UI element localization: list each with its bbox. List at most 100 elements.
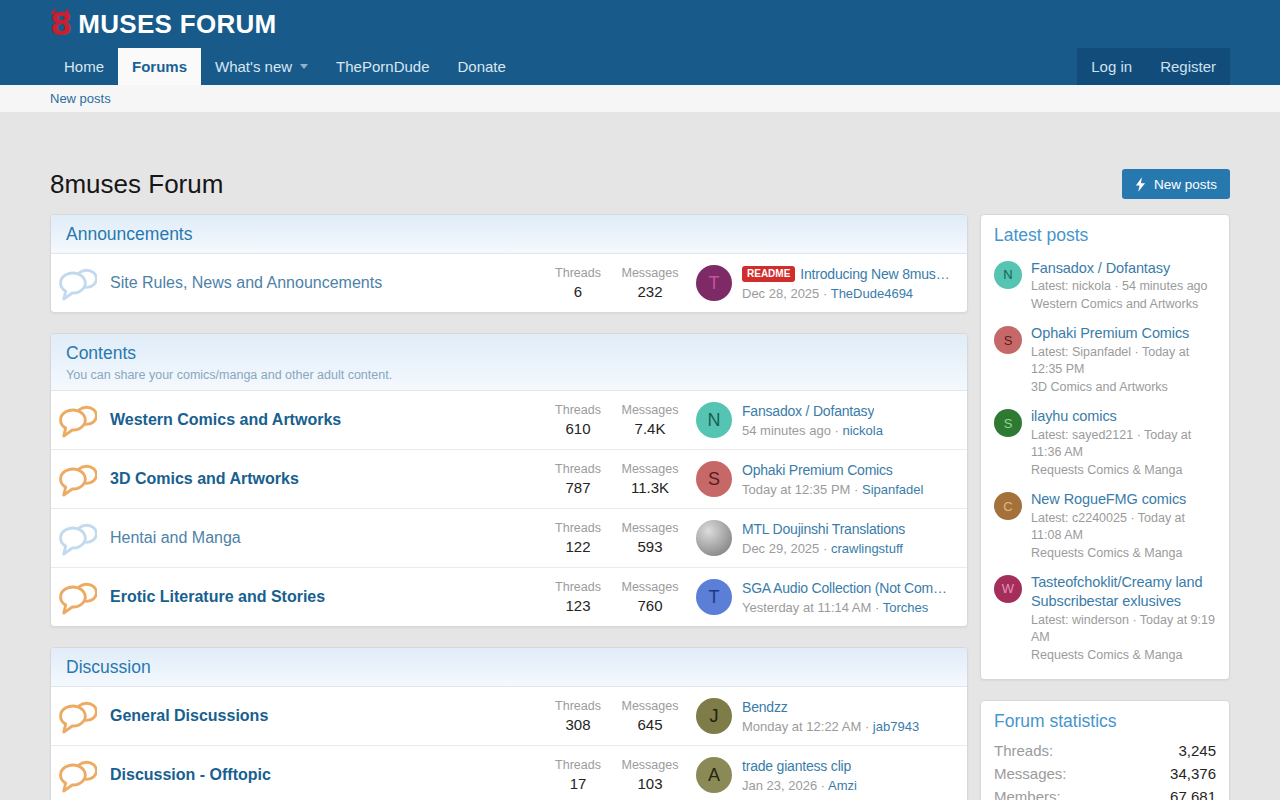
messages-value: 232 bbox=[614, 283, 686, 300]
latest-date: Today at 12:35 PM bbox=[742, 482, 850, 497]
latest-post: READMEIntroducing New 8muses ... Dec 28,… bbox=[742, 266, 952, 301]
threads-stat: Threads 6 bbox=[542, 266, 614, 300]
thread-link[interactable]: New RogueFMG comics bbox=[1031, 490, 1216, 509]
forum-bubbles-icon bbox=[59, 699, 97, 734]
stat-row: Members: 67,681 bbox=[994, 785, 1216, 800]
thread-link[interactable]: Ophaki Premium Comics bbox=[1031, 324, 1216, 343]
avatar[interactable]: J bbox=[696, 698, 732, 734]
category-title: Contents bbox=[66, 343, 952, 364]
messages-value: 7.4K bbox=[614, 420, 686, 437]
avatar[interactable]: S bbox=[696, 461, 732, 497]
nav-theporndude[interactable]: ThePornDude bbox=[322, 48, 443, 85]
forum-link[interactable]: General Discussions bbox=[110, 707, 542, 725]
forum-row[interactable]: Western Comics and Artworks Threads 610 … bbox=[51, 391, 967, 449]
avatar[interactable]: S bbox=[994, 326, 1022, 354]
forum-row[interactable]: General Discussions Threads 308 Messages… bbox=[51, 687, 967, 745]
forum-row[interactable]: Discussion - Offtopic Threads 17 Message… bbox=[51, 745, 967, 800]
avatar[interactable]: C bbox=[994, 492, 1022, 520]
messages-label: Messages bbox=[614, 699, 686, 713]
latest-post-item[interactable]: S ilayhu comics Latest: sayed2121 · Toda… bbox=[994, 402, 1216, 485]
latest-post-item[interactable]: C New RogueFMG comics Latest: c2240025 ·… bbox=[994, 485, 1216, 568]
forum-link[interactable]: Discussion - Offtopic bbox=[110, 766, 542, 784]
latest-user-link[interactable]: Amzi bbox=[828, 778, 857, 793]
latest-user-link[interactable]: crawlingstuff bbox=[831, 541, 903, 556]
forum-link[interactable]: 3D Comics and Artworks bbox=[110, 470, 542, 488]
avatar[interactable]: T bbox=[696, 265, 732, 301]
site-logo[interactable]: 8 MUSES FORUM bbox=[50, 9, 277, 40]
forum-link[interactable]: Site Rules, News and Announcements bbox=[110, 274, 542, 292]
latest-meta: Latest: nickola · 54 minutes ago bbox=[1031, 278, 1208, 295]
threads-stat: Threads 610 bbox=[542, 403, 614, 437]
threads-value: 6 bbox=[542, 283, 614, 300]
category-header[interactable]: Contents You can share your comics/manga… bbox=[51, 334, 967, 391]
avatar[interactable]: N bbox=[994, 261, 1022, 289]
forum-row[interactable]: Erotic Literature and Stories Threads 12… bbox=[51, 567, 967, 626]
nav-forums[interactable]: Forums bbox=[118, 48, 201, 85]
forum-link[interactable]: Erotic Literature and Stories bbox=[110, 588, 542, 606]
thread-link[interactable]: Tasteofchoklit/Creamy land Subscribestar… bbox=[1031, 573, 1216, 611]
avatar[interactable] bbox=[696, 520, 732, 556]
new-posts-button[interactable]: New posts bbox=[1122, 169, 1230, 199]
threads-stat: Threads 787 bbox=[542, 462, 614, 496]
latest-user-link[interactable]: nickola bbox=[843, 423, 883, 438]
latest-thread-link[interactable]: trade giantess clip bbox=[742, 758, 851, 774]
login-button[interactable]: Log in bbox=[1077, 48, 1146, 85]
forum-row[interactable]: 3D Comics and Artworks Threads 787 Messa… bbox=[51, 449, 967, 508]
thread-link[interactable]: ilayhu comics bbox=[1031, 407, 1216, 426]
stat-row: Messages: 34,376 bbox=[994, 762, 1216, 785]
lightning-icon bbox=[1135, 177, 1146, 192]
threads-stat: Threads 123 bbox=[542, 580, 614, 614]
nav-whats-new[interactable]: What's new bbox=[201, 48, 322, 85]
latest-thread-link[interactable]: Ophaki Premium Comics bbox=[742, 462, 893, 478]
latest-user-link[interactable]: TheDude4694 bbox=[831, 286, 913, 301]
auth-nav: Log in Register bbox=[1077, 48, 1230, 85]
latest-user-link[interactable]: jab7943 bbox=[873, 719, 919, 734]
stat-value: 67,681 bbox=[1170, 788, 1216, 800]
category-header[interactable]: Discussion bbox=[51, 648, 967, 687]
thread-link[interactable]: Fansadox / Dofantasy bbox=[1031, 259, 1208, 278]
forum-name: Requests Comics & Manga bbox=[1031, 545, 1216, 562]
forum-row[interactable]: Hentai and Manga Threads 122 Messages 59… bbox=[51, 508, 967, 567]
latest-thread-link[interactable]: Bendzz bbox=[742, 699, 788, 715]
nav-home[interactable]: Home bbox=[50, 48, 118, 85]
threads-stat: Threads 122 bbox=[542, 521, 614, 555]
latest-date: Monday at 12:22 AM bbox=[742, 719, 861, 734]
messages-label: Messages bbox=[614, 580, 686, 594]
latest-user-link[interactable]: Sipanfadel bbox=[862, 482, 923, 497]
latest-thread-link[interactable]: MTL Doujinshi Translations bbox=[742, 521, 905, 537]
threads-stat: Threads 308 bbox=[542, 699, 614, 733]
forum-row[interactable]: Site Rules, News and Announcements Threa… bbox=[51, 254, 967, 312]
latest-thread-link[interactable]: Fansadox / Dofantasy bbox=[742, 403, 874, 419]
avatar[interactable]: N bbox=[696, 402, 732, 438]
avatar[interactable]: T bbox=[696, 579, 732, 615]
latest-thread-link[interactable]: Introducing New 8muses ... bbox=[800, 266, 952, 282]
forum-link[interactable]: Hentai and Manga bbox=[110, 529, 542, 547]
register-button[interactable]: Register bbox=[1146, 48, 1230, 85]
latest-thread-link[interactable]: SGA Audio Collection (Not Complet... bbox=[742, 580, 952, 596]
separator: · bbox=[854, 482, 858, 497]
threads-label: Threads bbox=[542, 521, 614, 535]
latest-post-item[interactable]: S Ophaki Premium Comics Latest: Sipanfad… bbox=[994, 319, 1216, 402]
avatar[interactable]: A bbox=[696, 757, 732, 793]
category-header[interactable]: Announcements bbox=[51, 215, 967, 254]
stat-value: 34,376 bbox=[1170, 765, 1216, 782]
readme-badge: README bbox=[742, 266, 795, 282]
subnav-new-posts[interactable]: New posts bbox=[50, 91, 111, 106]
separator: · bbox=[875, 600, 879, 615]
messages-label: Messages bbox=[614, 521, 686, 535]
separator: · bbox=[823, 541, 827, 556]
nav-donate[interactable]: Donate bbox=[444, 48, 520, 85]
messages-stat: Messages 760 bbox=[614, 580, 686, 614]
sub-nav: New posts bbox=[0, 85, 1280, 113]
forum-bubbles-icon bbox=[59, 403, 97, 438]
forum-name: Western Comics and Artworks bbox=[1031, 296, 1208, 313]
category-contents: Contents You can share your comics/manga… bbox=[50, 333, 968, 627]
forum-link[interactable]: Western Comics and Artworks bbox=[110, 411, 542, 429]
latest-post-item[interactable]: N Fansadox / Dofantasy Latest: nickola ·… bbox=[994, 253, 1216, 319]
threads-label: Threads bbox=[542, 699, 614, 713]
latest-post-item[interactable]: W Tasteofchoklit/Creamy land Subscribest… bbox=[994, 567, 1216, 669]
avatar[interactable]: W bbox=[994, 575, 1022, 603]
avatar[interactable]: S bbox=[994, 409, 1022, 437]
widget-title: Latest posts bbox=[994, 225, 1216, 246]
latest-user-link[interactable]: Torches bbox=[883, 600, 929, 615]
